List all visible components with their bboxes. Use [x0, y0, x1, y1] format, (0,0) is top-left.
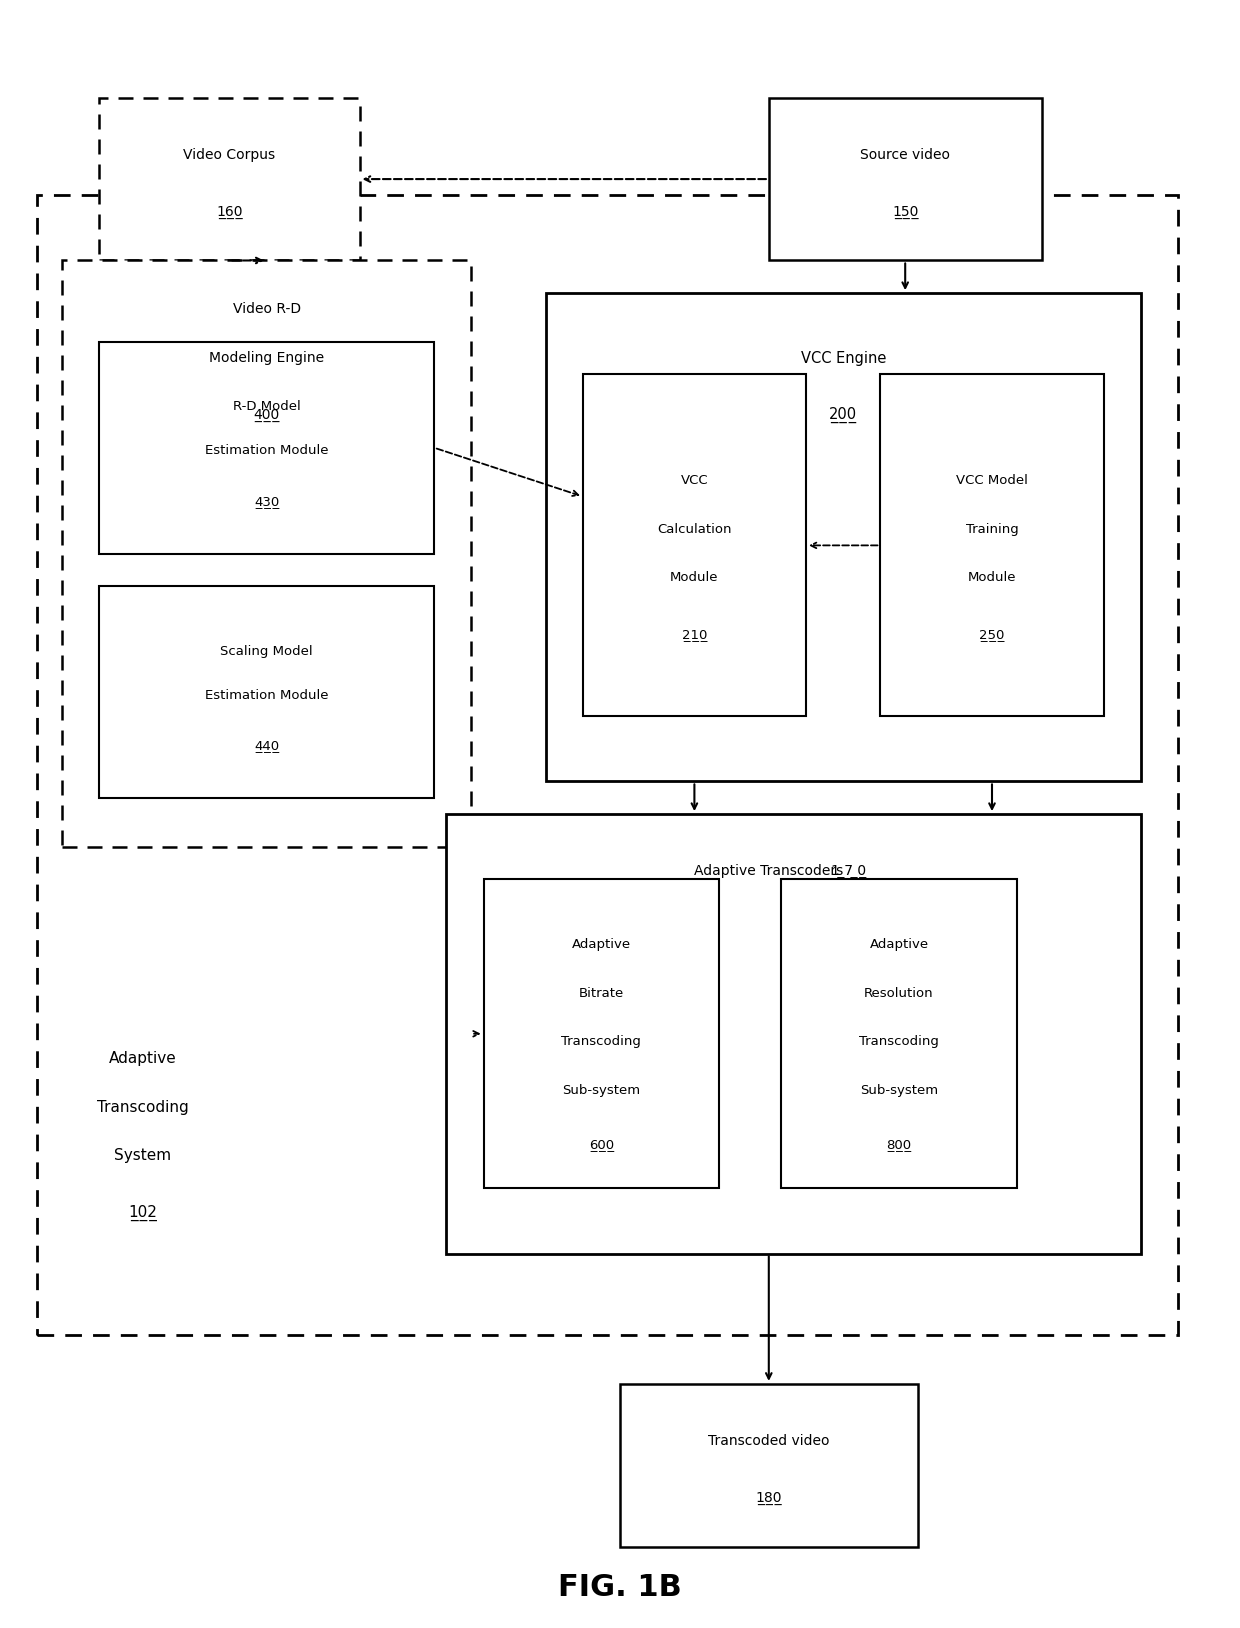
Text: Sub-system: Sub-system — [562, 1084, 641, 1097]
Text: Video Corpus: Video Corpus — [184, 148, 275, 161]
FancyBboxPatch shape — [769, 98, 1042, 260]
Text: 2̲0̲0̲: 2̲0̲0̲ — [830, 407, 857, 423]
FancyBboxPatch shape — [446, 814, 1141, 1254]
Text: 1̲0̲2̲: 1̲0̲2̲ — [128, 1205, 157, 1221]
FancyBboxPatch shape — [62, 260, 471, 847]
FancyBboxPatch shape — [99, 342, 434, 554]
Text: 1̲6̲0̲: 1̲6̲0̲ — [216, 205, 243, 218]
Text: System: System — [114, 1148, 171, 1164]
Text: 8̲0̲0̲: 8̲0̲0̲ — [887, 1138, 911, 1151]
Text: VCC: VCC — [681, 474, 708, 487]
Text: Module: Module — [967, 571, 1017, 584]
Text: 1 ̲7 ̲0̲: 1 ̲7 ̲0̲ — [831, 864, 866, 877]
Text: Transcoding: Transcoding — [97, 1099, 188, 1115]
Text: Sub-system: Sub-system — [859, 1084, 939, 1097]
Text: 1̲8̲0̲: 1̲8̲0̲ — [755, 1491, 782, 1504]
Text: Transcoding: Transcoding — [562, 1035, 641, 1048]
Text: Adaptive: Adaptive — [572, 938, 631, 951]
Text: Estimation Module: Estimation Module — [205, 689, 329, 702]
Text: Modeling Engine: Modeling Engine — [210, 352, 324, 365]
Text: 4̲0̲0̲: 4̲0̲0̲ — [253, 409, 280, 422]
FancyBboxPatch shape — [37, 195, 1178, 1335]
Text: R-D Model: R-D Model — [233, 400, 300, 414]
Text: Video R-D: Video R-D — [233, 303, 300, 316]
Text: VCC Engine: VCC Engine — [801, 350, 885, 366]
Text: 4̲3̲0̲: 4̲3̲0̲ — [254, 495, 279, 508]
Text: FIG. 1B: FIG. 1B — [558, 1573, 682, 1602]
Text: Bitrate: Bitrate — [579, 987, 624, 1000]
Text: Adaptive Transcoders: Adaptive Transcoders — [694, 864, 843, 877]
Text: Transcoding: Transcoding — [859, 1035, 939, 1048]
Text: Source video: Source video — [861, 148, 950, 161]
FancyBboxPatch shape — [620, 1384, 918, 1547]
FancyBboxPatch shape — [880, 374, 1104, 716]
FancyBboxPatch shape — [781, 879, 1017, 1188]
Text: Adaptive: Adaptive — [869, 938, 929, 951]
Text: Adaptive: Adaptive — [109, 1050, 176, 1066]
FancyBboxPatch shape — [484, 879, 719, 1188]
Text: 6̲0̲0̲: 6̲0̲0̲ — [589, 1138, 614, 1151]
FancyBboxPatch shape — [99, 98, 360, 260]
Text: Calculation: Calculation — [657, 523, 732, 536]
FancyBboxPatch shape — [546, 293, 1141, 781]
Text: Resolution: Resolution — [864, 987, 934, 1000]
Text: Estimation Module: Estimation Module — [205, 444, 329, 457]
Text: 4̲4̲0̲: 4̲4̲0̲ — [254, 739, 279, 752]
Text: 1̲5̲0̲: 1̲5̲0̲ — [892, 205, 919, 218]
Text: 2̲1̲0̲: 2̲1̲0̲ — [682, 628, 707, 641]
Text: Training: Training — [966, 523, 1018, 536]
Text: Module: Module — [670, 571, 719, 584]
Text: Transcoded video: Transcoded video — [708, 1434, 830, 1447]
FancyBboxPatch shape — [583, 374, 806, 716]
Text: 2̲5̲0̲: 2̲5̲0̲ — [980, 628, 1004, 641]
Text: VCC Model: VCC Model — [956, 474, 1028, 487]
Text: Scaling Model: Scaling Model — [221, 645, 312, 658]
FancyBboxPatch shape — [99, 586, 434, 798]
